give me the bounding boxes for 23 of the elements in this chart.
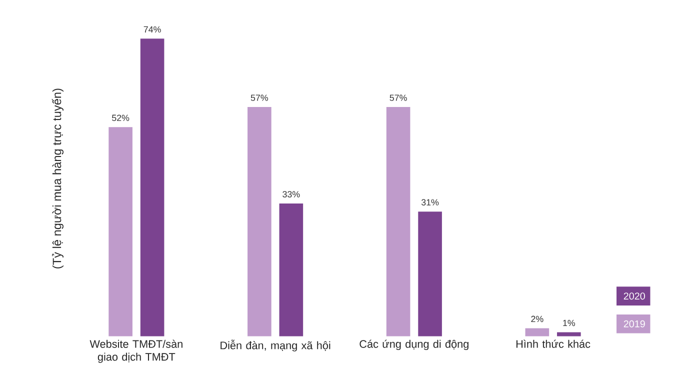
data-label: 31% [421, 199, 439, 206]
x-tick-label: Diễn đàn, mạng xã hội [220, 340, 330, 352]
x-tick-label: Website TMĐT/sàn giao dịch TMĐT [90, 340, 182, 363]
data-label: 1% [563, 320, 576, 326]
data-label: 33% [282, 191, 300, 198]
data-label: 74% [144, 26, 161, 33]
y-axis-title: (Tỷ lệ người mua hàng trực tuyến) [52, 88, 64, 268]
bar [386, 107, 410, 336]
data-label: 57% [390, 94, 407, 101]
bar [418, 212, 442, 336]
bar [557, 332, 581, 336]
data-label: 2% [531, 316, 544, 322]
bar [108, 127, 132, 336]
text: 2020 [624, 292, 645, 300]
data-label: 52% [112, 114, 130, 122]
bar [279, 204, 304, 336]
bar [248, 107, 272, 336]
x-tick-label: Hình thức khác [516, 340, 590, 348]
text: 2019 [624, 320, 645, 328]
data-label: 57% [250, 94, 268, 101]
x-tick-label: Các ứng dụng di động [360, 340, 468, 350]
bar [140, 38, 164, 336]
bar [525, 328, 550, 336]
